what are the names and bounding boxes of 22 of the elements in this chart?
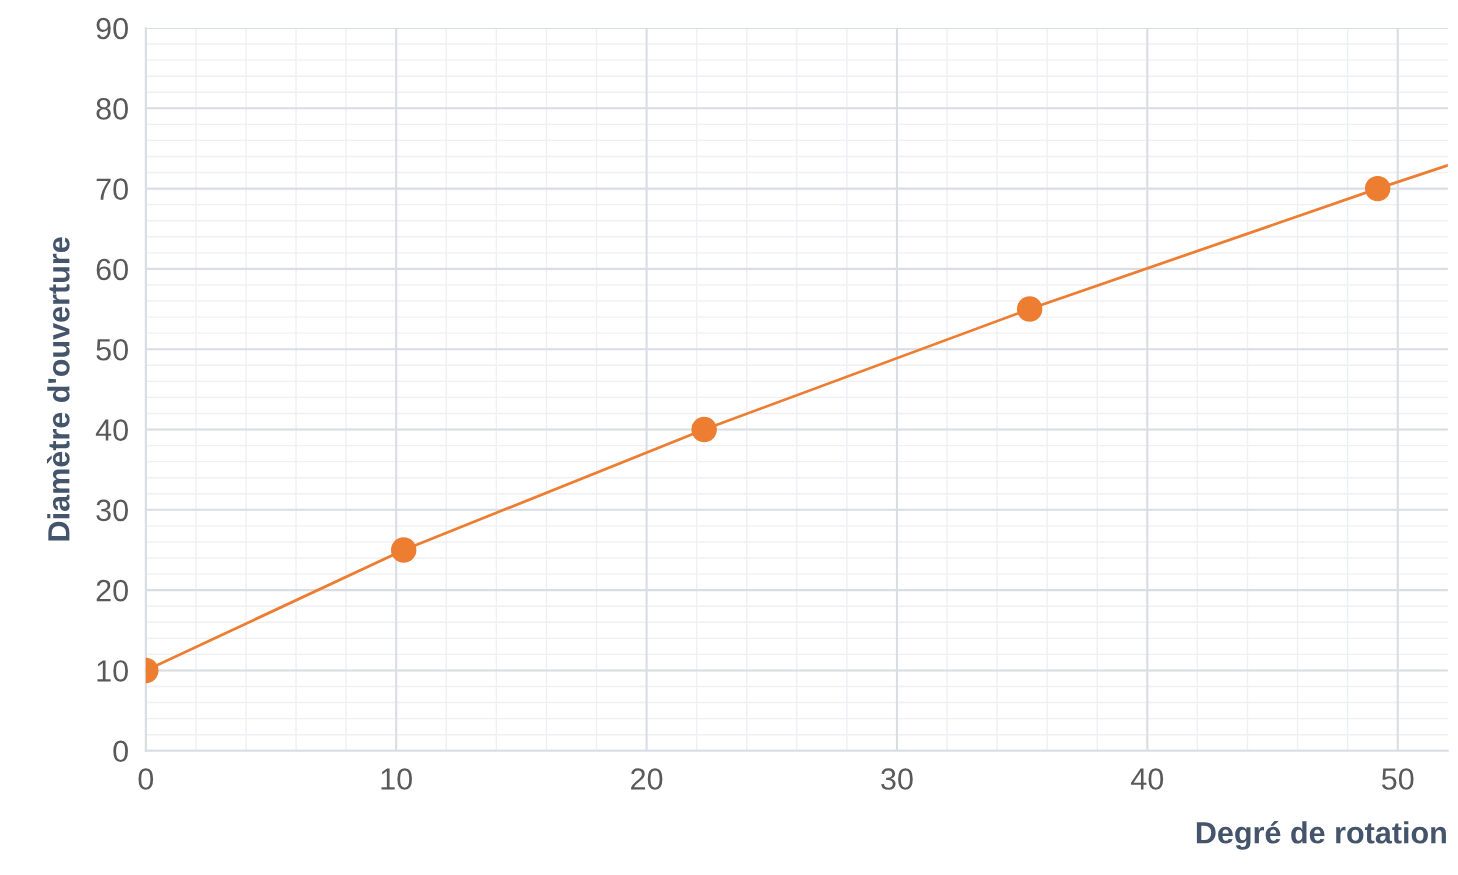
- x-axis-title: Degré de rotation: [1196, 820, 1446, 850]
- point: [691, 416, 717, 443]
- point: [1364, 175, 1391, 202]
- x-tick-label: 50: [1381, 768, 1414, 790]
- y-tick-label: 50: [96, 338, 128, 361]
- y-tick-label: 10: [97, 660, 128, 682]
- x-tick-label: 40: [1131, 768, 1164, 790]
- y-tick-label: 40: [95, 419, 128, 441]
- point: [390, 537, 417, 563]
- y-axis-title: Diamètre d'ouverture: [46, 237, 70, 541]
- x-tick-label: 30: [881, 768, 913, 790]
- point: [1016, 296, 1043, 322]
- x-tick-label: 0: [138, 768, 154, 790]
- y-tick-label: 60: [96, 258, 128, 281]
- y-tick-label: 90: [96, 17, 128, 40]
- x-tick-label: 20: [631, 768, 663, 790]
- y-tick-label: 20: [96, 579, 128, 602]
- y-tick-label: 70: [96, 178, 128, 200]
- y-tick-label: 80: [96, 98, 128, 120]
- y-tick-label: 0: [113, 740, 128, 763]
- y-tick-label: 30: [96, 499, 128, 522]
- x-tick-label: 10: [381, 768, 412, 790]
